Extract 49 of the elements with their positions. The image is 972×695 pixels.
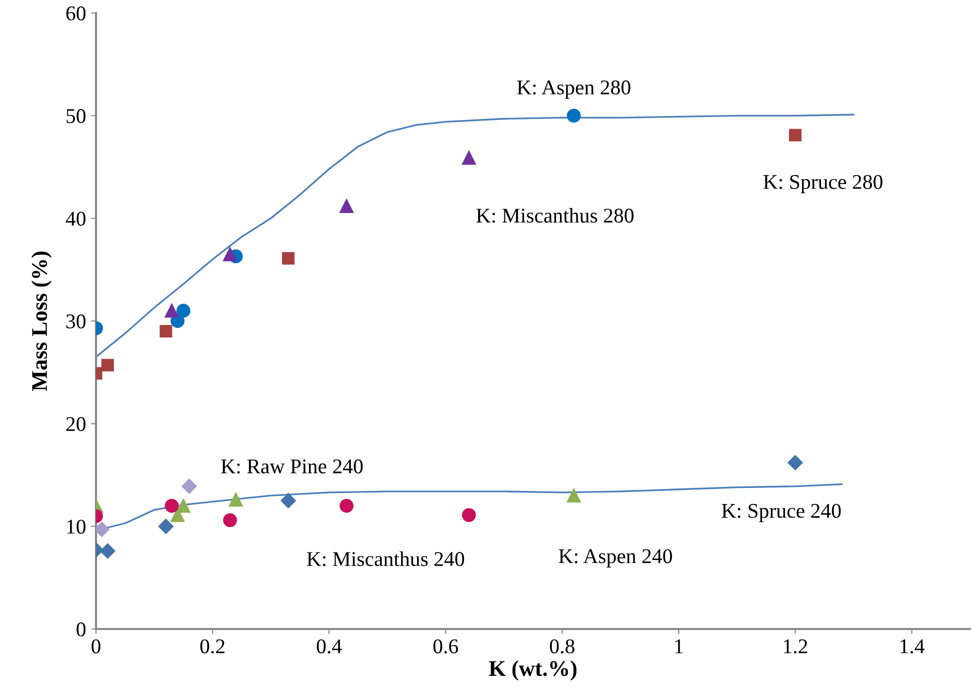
y-tick-label: 30 [66,314,86,328]
point [101,358,114,372]
point [96,522,110,537]
point [566,108,581,123]
x-tick-label: 0.8 [550,639,574,654]
point [164,304,179,318]
y-tick-label: 60 [66,6,86,20]
point [788,455,803,470]
y-axis-title: Mass Loss (%) [31,252,52,391]
text: K: Aspen 240 [558,549,672,568]
point [223,513,237,528]
text: K: Spruce 280 [763,174,882,194]
point [158,518,174,534]
x-tick-label: 1.4 [900,639,924,654]
x-tick-label: 0.2 [200,639,224,654]
point [160,325,172,338]
series-label: K: Aspen 280 [517,80,630,99]
point [566,488,581,502]
point [176,304,190,318]
point [182,478,197,494]
text: K: Miscanthus 280 [476,208,634,223]
x-tick-label: 0 [92,639,100,654]
y-tick-label: 10 [67,520,86,534]
point [100,543,116,559]
x-tick-label: 0.6 [433,639,458,654]
point [228,492,243,507]
point [282,252,295,265]
point [340,498,354,513]
x-tick-label: 1 [675,639,683,654]
point [164,498,179,513]
point [280,493,296,508]
point [462,150,476,165]
y-tick-label: 20 [66,417,86,432]
point [223,247,237,262]
point [340,199,354,213]
point [170,508,185,522]
y-tick-label: 40 [66,212,86,226]
y-tick-label: 0 [76,622,86,636]
x-axis-title: K (wt.%) [488,660,576,681]
series-label: K: Raw Pine 240 [221,459,363,474]
x-tick-label: 1.2 [784,639,808,654]
point [176,498,190,513]
y-tick-label: 50 [66,109,86,124]
point [462,508,476,522]
text: K: Spruce 240 [722,504,841,522]
line-series [96,114,854,358]
x-tick-label: 0.4 [316,639,342,654]
point [788,128,802,142]
series-label: K: Miscanthus 240 [306,551,464,566]
